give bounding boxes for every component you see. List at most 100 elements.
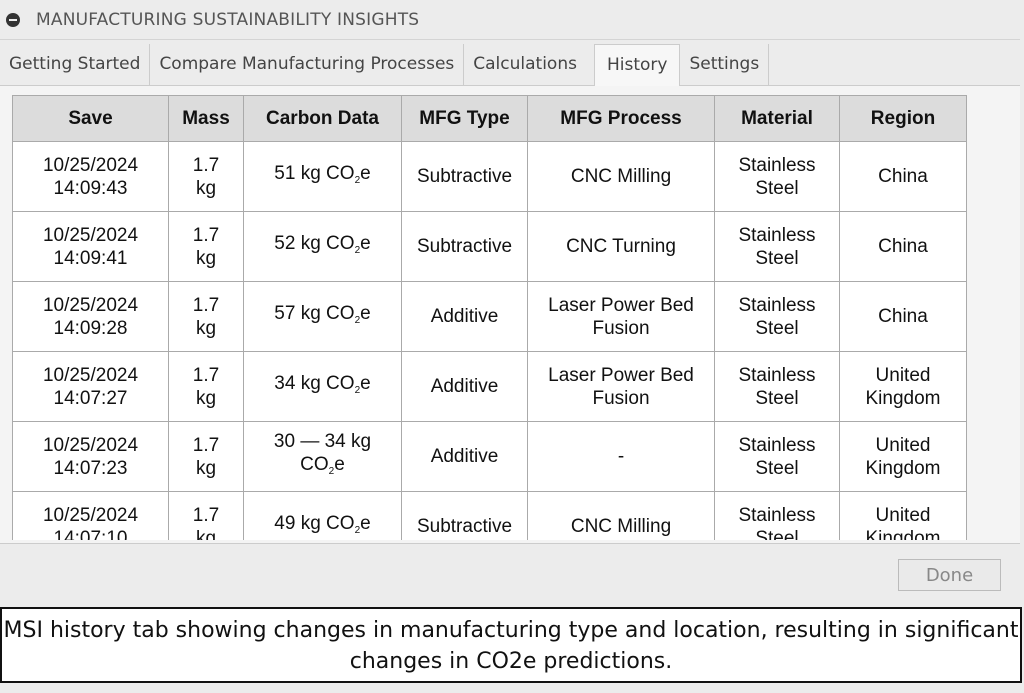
carbon-value: 51 kg CO	[274, 162, 355, 184]
mass-cell: 1.7 kg	[168, 491, 244, 541]
save-time: 14:07:23	[53, 457, 128, 479]
carbon-value: 52 kg CO	[274, 232, 355, 254]
mfg-type-cell: Additive	[401, 281, 528, 352]
tab-calculations[interactable]: Calculations	[473, 54, 577, 74]
carbon-subscript: 2	[354, 244, 361, 256]
save-date: 10/25/2024	[42, 504, 139, 526]
table-row[interactable]: 10/25/2024 14:07:27 1.7 kg 34 kg CO2e Additiv…	[12, 351, 967, 422]
caption: MSI history tab showing changes in manuf…	[0, 607, 1022, 683]
material-cell: Stainless Steel	[714, 211, 840, 282]
mass-value: 1.7	[192, 294, 220, 316]
carbon-subscript: 2	[354, 524, 361, 536]
mfg-process-cell: CNC Turning	[527, 211, 715, 282]
column-header: Material	[714, 95, 840, 142]
carbon-suffix: e	[360, 232, 371, 254]
table-row[interactable]: 10/25/2024 14:07:23 1.7 kg 30 — 34 kg CO2e Ad…	[12, 421, 967, 492]
carbon-subscript: 2	[328, 466, 335, 477]
table-row[interactable]: 10/25/2024 14:09:28 1.7 kg 57 kg CO2e Additiv…	[12, 281, 967, 352]
mfg-process-cell: CNC Milling	[527, 491, 715, 540]
app-title: MANUFACTURING SUSTAINABILITY INSIGHTS	[36, 9, 420, 30]
history-table-scroll[interactable]: Save Mass Carbon Data MFG Type MFG Process Ma…	[12, 95, 967, 540]
material-cell: Stainless Steel	[714, 351, 840, 422]
mass-unit: kg	[195, 177, 217, 199]
mass-cell: 1.7 kg	[168, 281, 244, 352]
mfg-type-cell: Subtractive	[401, 491, 528, 540]
history-table: Save Mass Carbon Data MFG Type MFG Process Ma…	[12, 95, 967, 540]
save-time: 14:09:28	[53, 317, 128, 339]
save-date: 10/25/2024	[42, 294, 139, 316]
carbon-value: 49 kg CO	[274, 512, 355, 534]
region-cell: China	[839, 141, 967, 212]
mfg-process-cell: CNC Milling	[527, 141, 715, 212]
save-cell: 10/25/2024 14:07:23	[12, 421, 169, 492]
mass-value: 1.7	[192, 364, 220, 386]
save-date: 10/25/2024	[42, 434, 139, 456]
save-cell: 10/25/2024 14:07:10	[12, 491, 169, 541]
column-header: Region	[839, 95, 967, 142]
carbon-suffix: e	[334, 454, 345, 475]
mass-cell: 1.7 kg	[168, 141, 244, 212]
mass-unit: kg	[195, 457, 217, 479]
save-cell: 10/25/2024 14:09:28	[12, 281, 169, 352]
carbon-cell: 34 kg CO2e	[243, 351, 402, 422]
column-header: Carbon Data	[243, 95, 402, 142]
region-cell: United Kingdom	[839, 421, 967, 492]
carbon-suffix: e	[360, 512, 371, 534]
mfg-type-cell: Subtractive	[401, 141, 528, 212]
mass-unit: kg	[195, 527, 217, 541]
table-row[interactable]: 10/25/2024 14:09:41 1.7 kg 52 kg CO2e Subtrac…	[12, 211, 967, 282]
mass-value: 1.7	[192, 504, 220, 526]
save-cell: 10/25/2024 14:07:27	[12, 351, 169, 422]
save-date: 10/25/2024	[42, 154, 139, 176]
mass-unit: kg	[195, 317, 217, 339]
done-button[interactable]: Done	[898, 559, 1001, 591]
title-bar: MANUFACTURING SUSTAINABILITY INSIGHTS	[0, 0, 1020, 40]
table-row[interactable]: 10/25/2024 14:07:10 1.7 kg 49 kg CO2e Subtrac…	[12, 491, 967, 541]
save-date: 10/25/2024	[42, 224, 139, 246]
carbon-cell: 57 kg CO2e	[243, 281, 402, 352]
column-header: Mass	[168, 95, 244, 142]
carbon-value: 30 — 34 kg CO	[273, 431, 372, 475]
tab-bar: Getting Started Compare Manufacturing Pr…	[0, 44, 1020, 87]
carbon-cell: 52 kg CO2e	[243, 211, 402, 282]
table-row[interactable]: 10/25/2024 14:09:43 1.7 kg 51 kg CO2e Subtrac…	[12, 141, 967, 212]
save-time: 14:09:43	[53, 177, 128, 199]
region-cell: China	[839, 211, 967, 282]
region-cell: China	[839, 281, 967, 352]
mass-value: 1.7	[192, 224, 220, 246]
carbon-cell: 30 — 34 kg CO2e	[243, 421, 402, 492]
region-cell: United Kingdom	[839, 491, 967, 540]
mass-value: 1.7	[192, 434, 220, 456]
mass-unit: kg	[195, 247, 217, 269]
column-header: MFG Process	[527, 95, 715, 142]
material-cell: Stainless Steel	[714, 281, 840, 352]
column-header: Save	[12, 95, 169, 142]
history-panel: Save Mass Carbon Data MFG Type MFG Process Ma…	[0, 86, 1020, 544]
tab-history[interactable]: History	[593, 44, 681, 87]
tab-compare-processes[interactable]: Compare Manufacturing Processes	[150, 44, 465, 86]
mfg-process-cell: Laser Power Bed Fusion	[527, 351, 715, 422]
mfg-process-cell: -	[527, 421, 715, 492]
mfg-type-cell: Subtractive	[401, 211, 528, 282]
save-time: 14:07:10	[53, 527, 128, 541]
mfg-type-cell: Additive	[401, 421, 528, 492]
carbon-suffix: e	[360, 162, 371, 184]
save-date: 10/25/2024	[42, 364, 139, 386]
tab-getting-started[interactable]: Getting Started	[0, 44, 151, 86]
carbon-subscript: 2	[354, 384, 361, 396]
material-cell: Stainless Steel	[714, 141, 840, 212]
save-time: 14:07:27	[53, 387, 128, 409]
carbon-suffix: e	[360, 302, 371, 324]
carbon-cell: 49 kg CO2e	[243, 491, 402, 540]
save-time: 14:09:41	[53, 247, 128, 269]
mass-unit: kg	[195, 387, 217, 409]
save-cell: 10/25/2024 14:09:43	[12, 141, 169, 212]
mfg-process-cell: Laser Power Bed Fusion	[527, 281, 715, 352]
tab-settings[interactable]: Settings	[680, 44, 770, 86]
material-cell: Stainless Steel	[714, 491, 840, 540]
carbon-cell: 51 kg CO2e	[243, 141, 402, 212]
mass-cell: 1.7 kg	[168, 421, 244, 492]
collapse-icon[interactable]	[6, 12, 20, 27]
mass-value: 1.7	[192, 154, 220, 176]
column-header: MFG Type	[401, 95, 528, 142]
